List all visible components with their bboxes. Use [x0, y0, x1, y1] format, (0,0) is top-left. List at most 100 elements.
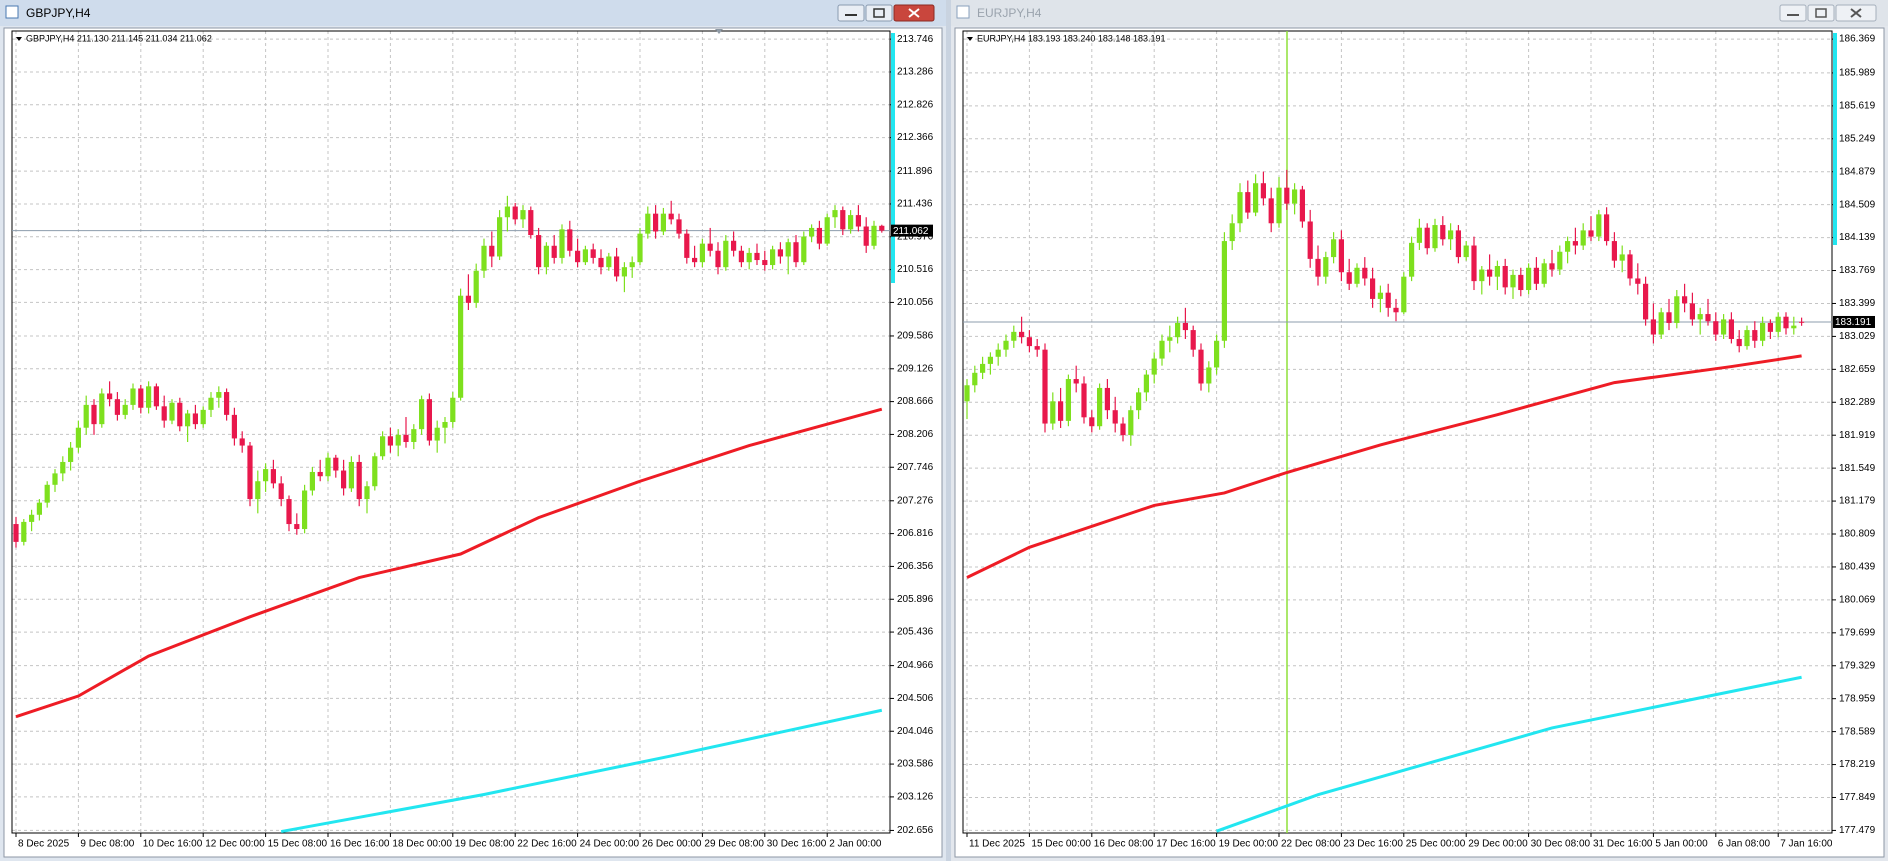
y-tick-label: 177.849 — [1839, 792, 1876, 803]
indicator-line — [280, 708, 883, 834]
y-tick-label: 183.029 — [1839, 331, 1876, 342]
y-tick-label: 177.479 — [1839, 825, 1876, 836]
candle-body — [980, 363, 986, 373]
candle-body — [567, 229, 573, 251]
x-tick-label: 15 Dec 00:00 — [1031, 839, 1091, 850]
candle-body — [1697, 314, 1703, 320]
x-tick-label: 2 Jan 00:00 — [829, 839, 882, 850]
y-tick-label: 181.919 — [1839, 430, 1876, 441]
y-tick-label: 204.966 — [897, 660, 934, 671]
candle-body — [645, 213, 651, 234]
restore-button[interactable] — [865, 4, 893, 22]
candle-body — [36, 502, 42, 515]
candle-body — [1245, 192, 1251, 213]
y-tick-label: 179.329 — [1839, 660, 1876, 671]
candle-body — [317, 471, 323, 477]
candle-body — [1323, 257, 1329, 277]
candle-body — [668, 213, 674, 220]
candle-body — [1463, 245, 1469, 258]
y-tick-label: 179.699 — [1839, 627, 1876, 638]
candle-body — [1479, 269, 1485, 282]
y-tick-label: 205.436 — [897, 627, 934, 638]
candle-body — [1050, 401, 1056, 424]
candle-body — [871, 225, 877, 246]
y-tick-label: 208.666 — [897, 396, 934, 407]
candle-body — [1315, 258, 1321, 277]
y-tick-label: 203.586 — [897, 759, 934, 770]
candle-body — [1214, 340, 1220, 368]
candle-body — [60, 461, 66, 474]
window-title: EURJPY,H4 — [977, 6, 1042, 20]
candle-body — [278, 483, 284, 500]
candle-body — [1221, 241, 1227, 341]
minimize-button[interactable] — [837, 4, 865, 22]
x-tick-label: 24 Dec 00:00 — [580, 839, 640, 850]
restore-icon — [873, 8, 885, 18]
volume-bar — [1833, 33, 1837, 245]
candle-body — [247, 445, 253, 500]
candle-body — [1112, 410, 1118, 424]
window-title: GBPJPY,H4 — [26, 6, 91, 20]
y-tick-label: 183.399 — [1839, 298, 1876, 309]
candle-body — [731, 240, 737, 251]
candle-body — [606, 256, 612, 268]
candle-body — [723, 240, 729, 268]
candle-body — [770, 249, 776, 266]
candle-body — [1682, 296, 1688, 304]
y-tick-label: 180.069 — [1839, 595, 1876, 606]
candle-body — [1448, 230, 1454, 240]
candle-body — [75, 427, 81, 448]
x-tick-label: 17 Dec 16:00 — [1156, 839, 1216, 850]
candle-body — [1721, 319, 1727, 335]
candle-body — [1767, 322, 1773, 332]
window-icon — [5, 5, 19, 19]
candle-body — [1081, 383, 1087, 418]
candle-body — [1354, 267, 1360, 284]
candle-body — [1409, 242, 1415, 277]
indicator-line — [15, 407, 883, 719]
candle-body — [1026, 337, 1032, 347]
candle-body — [107, 393, 113, 400]
minimize-button[interactable] — [1779, 4, 1807, 22]
candle-body — [44, 484, 50, 503]
y-tick-label: 178.589 — [1839, 726, 1876, 737]
window-icon — [956, 5, 970, 19]
candle-body — [239, 438, 245, 446]
y-tick-label: 213.286 — [897, 67, 934, 78]
y-tick-label: 204.506 — [897, 693, 934, 704]
y-tick-label: 182.659 — [1839, 364, 1876, 375]
candle-body — [824, 217, 830, 244]
candle-body — [801, 236, 807, 263]
candle-body — [1292, 189, 1298, 204]
candle-body — [1385, 292, 1391, 308]
candle-body — [1011, 331, 1017, 341]
candle-body — [146, 386, 152, 408]
y-tick-label: 186.369 — [1839, 34, 1876, 45]
candle-body — [114, 399, 120, 415]
chart-window: EURJPY,H4 186.369 185.989 185.619 185.249 18… — [951, 0, 1888, 861]
candle-body — [294, 524, 300, 530]
candle-body — [512, 206, 518, 220]
candle-body — [590, 249, 596, 258]
y-tick-label: 180.439 — [1839, 562, 1876, 573]
candle-body — [1237, 192, 1243, 224]
candle-body — [1034, 346, 1040, 350]
x-tick-label: 31 Dec 16:00 — [1593, 839, 1653, 850]
candle-body — [1674, 296, 1680, 323]
x-tick-label: 26 Dec 00:00 — [642, 839, 702, 850]
candle-body — [1019, 331, 1025, 338]
y-tick-label: 211.896 — [897, 166, 933, 177]
candle-body — [832, 210, 838, 218]
indicator-line — [1216, 675, 1802, 833]
candle-body — [263, 469, 269, 482]
candle-body — [1611, 241, 1617, 261]
candle-body — [746, 252, 752, 263]
candle-body — [1658, 312, 1664, 335]
candle-body — [777, 249, 783, 257]
x-tick-label: 29 Dec 08:00 — [704, 839, 764, 850]
candle-body — [1744, 330, 1750, 347]
restore-button[interactable] — [1807, 4, 1835, 22]
x-tick-label: 25 Dec 00:00 — [1406, 839, 1466, 850]
y-tick-label: 208.206 — [897, 429, 934, 440]
